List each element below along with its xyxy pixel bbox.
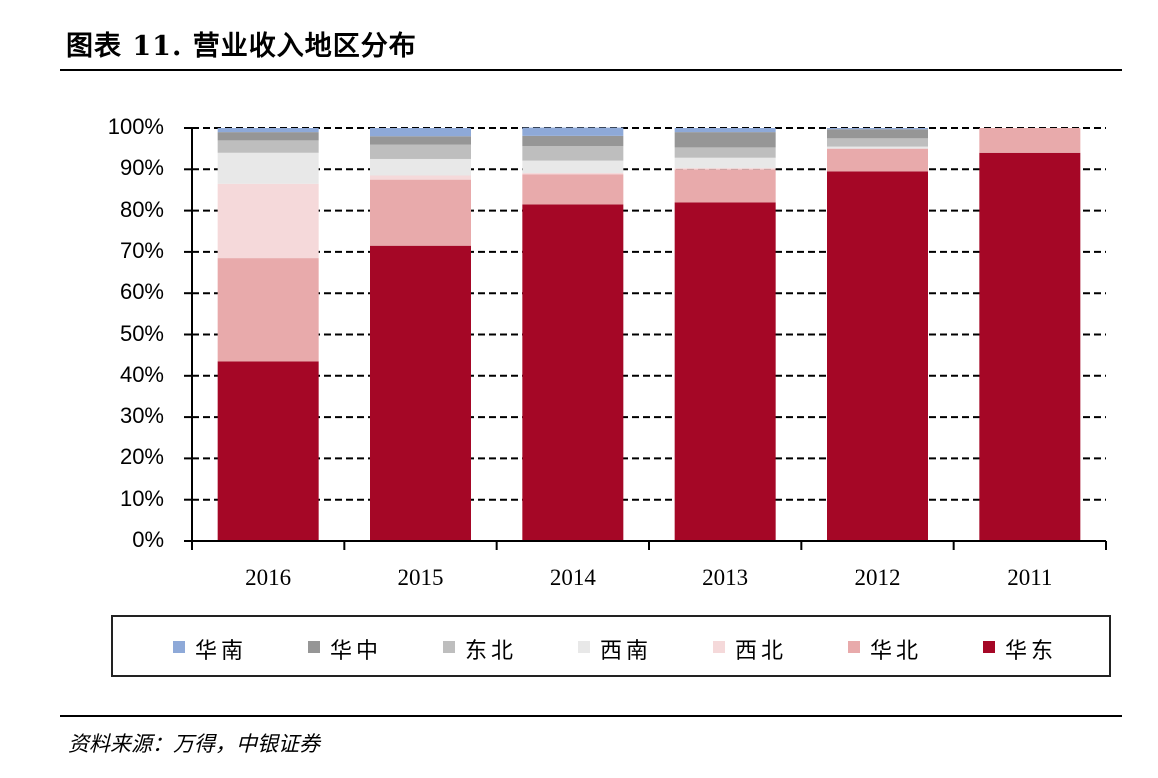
bar-segment	[217, 258, 319, 362]
bar-2013	[674, 128, 776, 541]
y-tick-label: 20%	[119, 444, 164, 470]
bar-2012	[827, 128, 928, 542]
y-tick-label: 10%	[119, 485, 164, 511]
source-note: 资料来源：万得，中银证券	[68, 732, 320, 756]
chart-title: 图表 11. 营业收入地区分布	[66, 31, 417, 62]
legend-label: 华南	[195, 639, 248, 664]
bar-segment	[370, 175, 471, 180]
footer-divider	[60, 715, 1122, 717]
legend-swatch-icon	[308, 641, 320, 653]
bar-segment	[674, 169, 776, 203]
bar-segment	[522, 204, 624, 541]
bar-segment	[217, 140, 319, 153]
bar-segment	[217, 152, 319, 184]
bar-segment	[522, 174, 624, 205]
bar-segment	[370, 245, 471, 541]
y-tick-label: 30%	[119, 403, 164, 429]
bar-segment	[827, 171, 928, 542]
bar-segment	[370, 158, 471, 176]
bar-segment	[522, 160, 624, 174]
bar-segment	[674, 168, 776, 170]
bar-segment	[979, 152, 1081, 541]
bar-2011	[979, 128, 1081, 541]
bar-segment	[827, 129, 928, 139]
legend-swatch-icon	[713, 641, 725, 653]
legend-label: 华北	[870, 639, 923, 664]
y-tick-label: 50%	[119, 320, 164, 346]
bar-2015	[370, 128, 471, 541]
bar-segment	[522, 127, 624, 136]
x-tick-label: 2012	[854, 565, 901, 590]
bar-segment	[522, 135, 624, 147]
legend-swatch-icon	[983, 641, 995, 653]
legend-swatch-icon	[443, 641, 455, 653]
x-tick-label: 2013	[702, 565, 749, 590]
bar-segment	[827, 128, 928, 130]
bar-segment	[827, 148, 928, 172]
y-tick-label: 80%	[119, 196, 164, 222]
bar-segment	[217, 361, 319, 541]
legend-item: 华北	[848, 633, 922, 665]
bar-segment	[217, 132, 319, 141]
x-tick-label: 2014	[549, 565, 596, 590]
bar-segment	[827, 146, 928, 149]
legend-item: 华中	[308, 633, 382, 665]
y-tick-label: 90%	[119, 155, 164, 181]
x-tick-label: 2015	[397, 565, 444, 590]
bar-segment	[979, 128, 1081, 153]
bar-segment	[217, 128, 319, 133]
legend-label: 东北	[465, 639, 518, 664]
bar-segment	[370, 179, 471, 246]
y-tick-label: 0%	[132, 527, 164, 552]
bar-segment	[370, 128, 471, 137]
bar-segment	[674, 202, 776, 541]
bar-2014	[522, 127, 624, 541]
legend-item: 西北	[713, 633, 787, 665]
bar-segment	[370, 144, 471, 159]
legend-item: 东北	[443, 633, 517, 665]
bar-segment	[827, 138, 928, 147]
chart-legend: 华南 华中 东北 西南 西北 华北 华东	[111, 615, 1111, 677]
legend-item: 华东	[983, 633, 1057, 665]
y-tick-label: 60%	[119, 279, 164, 305]
bar-segment	[370, 136, 471, 145]
x-tick-label: 2016	[245, 565, 292, 590]
legend-label: 华东	[1005, 639, 1058, 664]
legend-label: 西北	[735, 639, 788, 664]
legend-label: 华中	[330, 639, 383, 664]
y-tick-label: 40%	[119, 361, 164, 387]
legend-item: 华南	[173, 633, 247, 665]
bar-segment	[522, 146, 624, 161]
y-tick-label: 100%	[107, 114, 164, 139]
bar-segment	[674, 157, 776, 169]
stacked-bar-chart	[184, 127, 1107, 550]
bar-segment	[674, 147, 776, 158]
legend-swatch-icon	[848, 641, 860, 653]
bar-segment	[674, 128, 776, 133]
bar-segment	[522, 173, 624, 175]
bar-segment	[674, 132, 776, 148]
legend-item: 西南	[578, 633, 652, 665]
legend-label: 西南	[600, 639, 653, 664]
y-tick-label: 70%	[119, 237, 164, 263]
title-divider	[60, 69, 1122, 71]
legend-swatch-icon	[578, 641, 590, 653]
bar-segment	[217, 183, 319, 259]
legend-swatch-icon	[173, 641, 185, 653]
x-tick-label: 2011	[1007, 565, 1053, 590]
bar-2016	[217, 128, 319, 541]
